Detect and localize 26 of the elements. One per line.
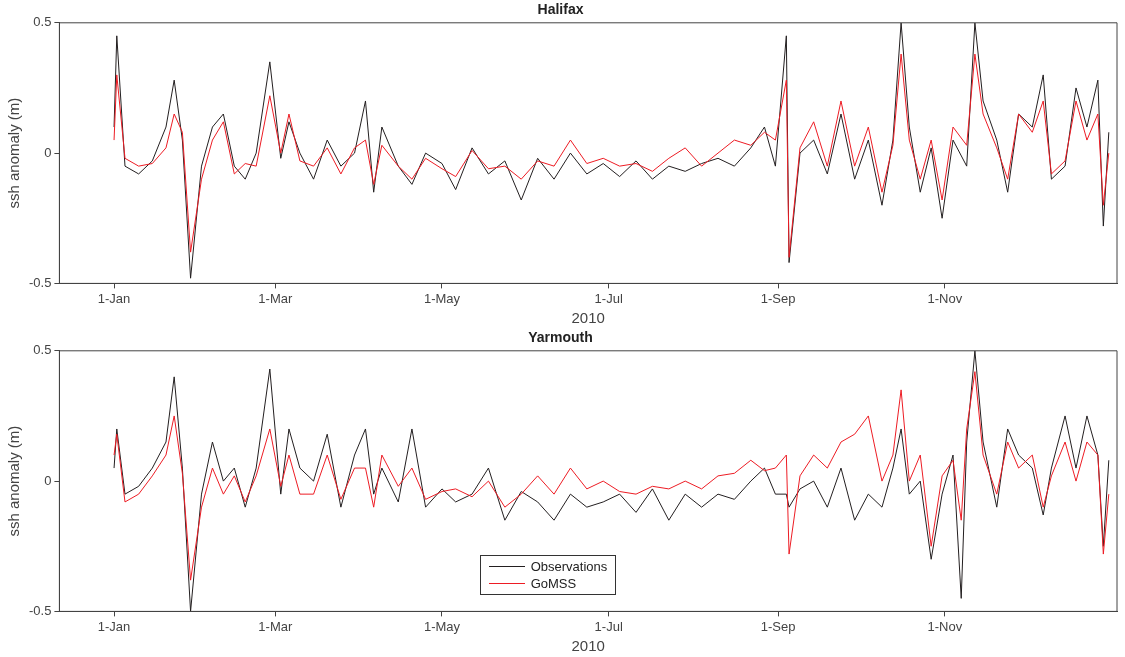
y-tick-label: -0.5	[28, 274, 52, 290]
chart-title: Halifax	[537, 1, 584, 18]
x-tick-label: 1-Jul	[594, 618, 623, 634]
x-tick-label: 1-Sep	[760, 290, 796, 306]
y-tick-label: 0	[44, 472, 52, 488]
legend-label: GoMSS	[530, 576, 577, 592]
x-tick-label: 1-Nov	[927, 618, 963, 634]
y-tick-label: 0	[44, 144, 52, 160]
x-tick-label: 1-Mar	[258, 290, 293, 306]
x-tick-label: 1-May	[423, 290, 461, 306]
x-tick-label: 1-Jan	[97, 618, 131, 634]
x-axis-title: 2010	[571, 637, 605, 655]
chart-title: Yarmouth	[528, 329, 593, 346]
x-tick-label: 1-Nov	[927, 290, 963, 306]
y-tick-label: 0.5	[33, 14, 52, 30]
x-tick-label: 1-Jan	[97, 290, 131, 306]
y-axis-title: ssh anomaly (m)	[5, 97, 23, 209]
y-axis-title: ssh anomaly (m)	[5, 425, 23, 537]
x-tick-label: 1-May	[423, 618, 461, 634]
y-tick-label: -0.5	[28, 602, 52, 618]
x-tick-label: 1-Sep	[760, 618, 796, 634]
x-axis-title: 2010	[571, 309, 605, 327]
legend-label: Observations	[530, 559, 608, 575]
x-tick-label: 1-Mar	[258, 618, 293, 634]
y-tick-label: 0.5	[33, 342, 52, 358]
x-tick-label: 1-Jul	[594, 290, 623, 306]
